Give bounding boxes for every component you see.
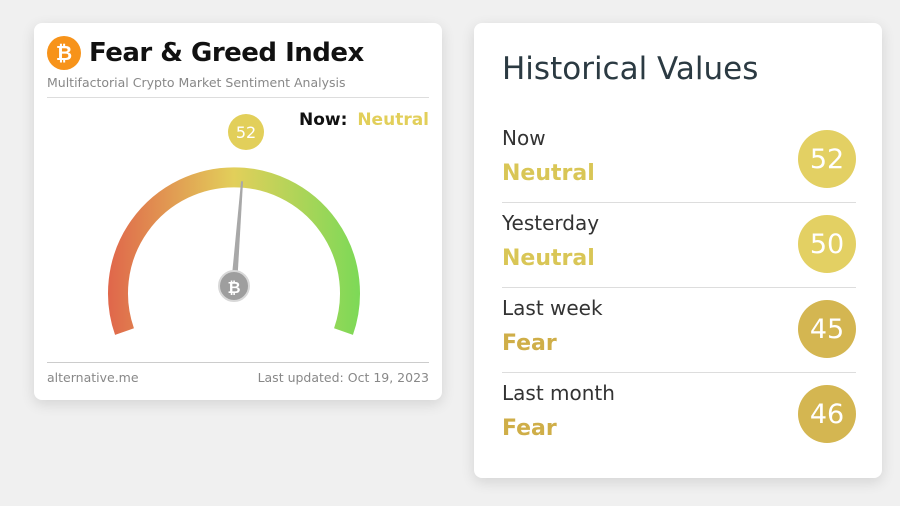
fear-greed-footer: alternative.me Last updated: Oct 19, 202…: [47, 370, 429, 385]
needle-pivot: [218, 270, 250, 302]
history-row-yesterday: Yesterday Neutral 50: [502, 203, 856, 288]
history-period: Now: [502, 126, 546, 150]
now-label: Now:: [298, 110, 348, 130]
historical-list: Now Neutral 52 Yesterday Neutral 50 Last…: [502, 118, 856, 457]
history-value-circle: 46: [798, 385, 856, 443]
bitcoin-logo-icon: ₿: [47, 36, 81, 70]
bitcoin-pivot-icon: ₿: [227, 278, 240, 297]
history-row-last-week: Last week Fear 45: [502, 288, 856, 373]
value-badge: [228, 114, 264, 150]
historical-values-card: Historical Values Now Neutral 52 Yesterd…: [474, 23, 882, 478]
value-badge-text: 52: [236, 123, 256, 142]
history-period: Yesterday: [502, 211, 600, 235]
footer-divider: [47, 362, 429, 363]
history-value-circle: 52: [798, 130, 856, 188]
fear-greed-card: ₿ Fear & Greed Index Multifactorial Cryp…: [34, 23, 442, 400]
history-row-now: Now Neutral 52: [502, 118, 856, 203]
sentiment-gauge: ₿ 52: [108, 114, 360, 335]
history-classification: Fear: [502, 416, 557, 441]
historical-title: Historical Values: [502, 51, 759, 87]
source-link[interactable]: alternative.me: [47, 370, 139, 385]
history-value-circle: 50: [798, 215, 856, 273]
history-row-last-month: Last month Fear 46: [502, 373, 856, 457]
header-divider: [47, 97, 429, 98]
now-status: Now: Neutral: [299, 110, 429, 130]
history-period: Last month: [502, 381, 615, 405]
history-value-circle: 45: [798, 300, 856, 358]
history-classification: Neutral: [502, 161, 595, 186]
fear-greed-header: ₿ Fear & Greed Index: [47, 36, 364, 70]
fear-greed-title: Fear & Greed Index: [89, 38, 364, 68]
history-period: Last week: [502, 296, 603, 320]
gauge-needle: [231, 181, 244, 286]
history-classification: Neutral: [502, 246, 595, 271]
gauge-arc: [108, 167, 360, 335]
history-classification: Fear: [502, 331, 557, 356]
last-updated: Last updated: Oct 19, 2023: [257, 370, 429, 385]
fear-greed-subtitle: Multifactorial Crypto Market Sentiment A…: [47, 75, 346, 90]
now-value: Neutral: [357, 110, 429, 130]
